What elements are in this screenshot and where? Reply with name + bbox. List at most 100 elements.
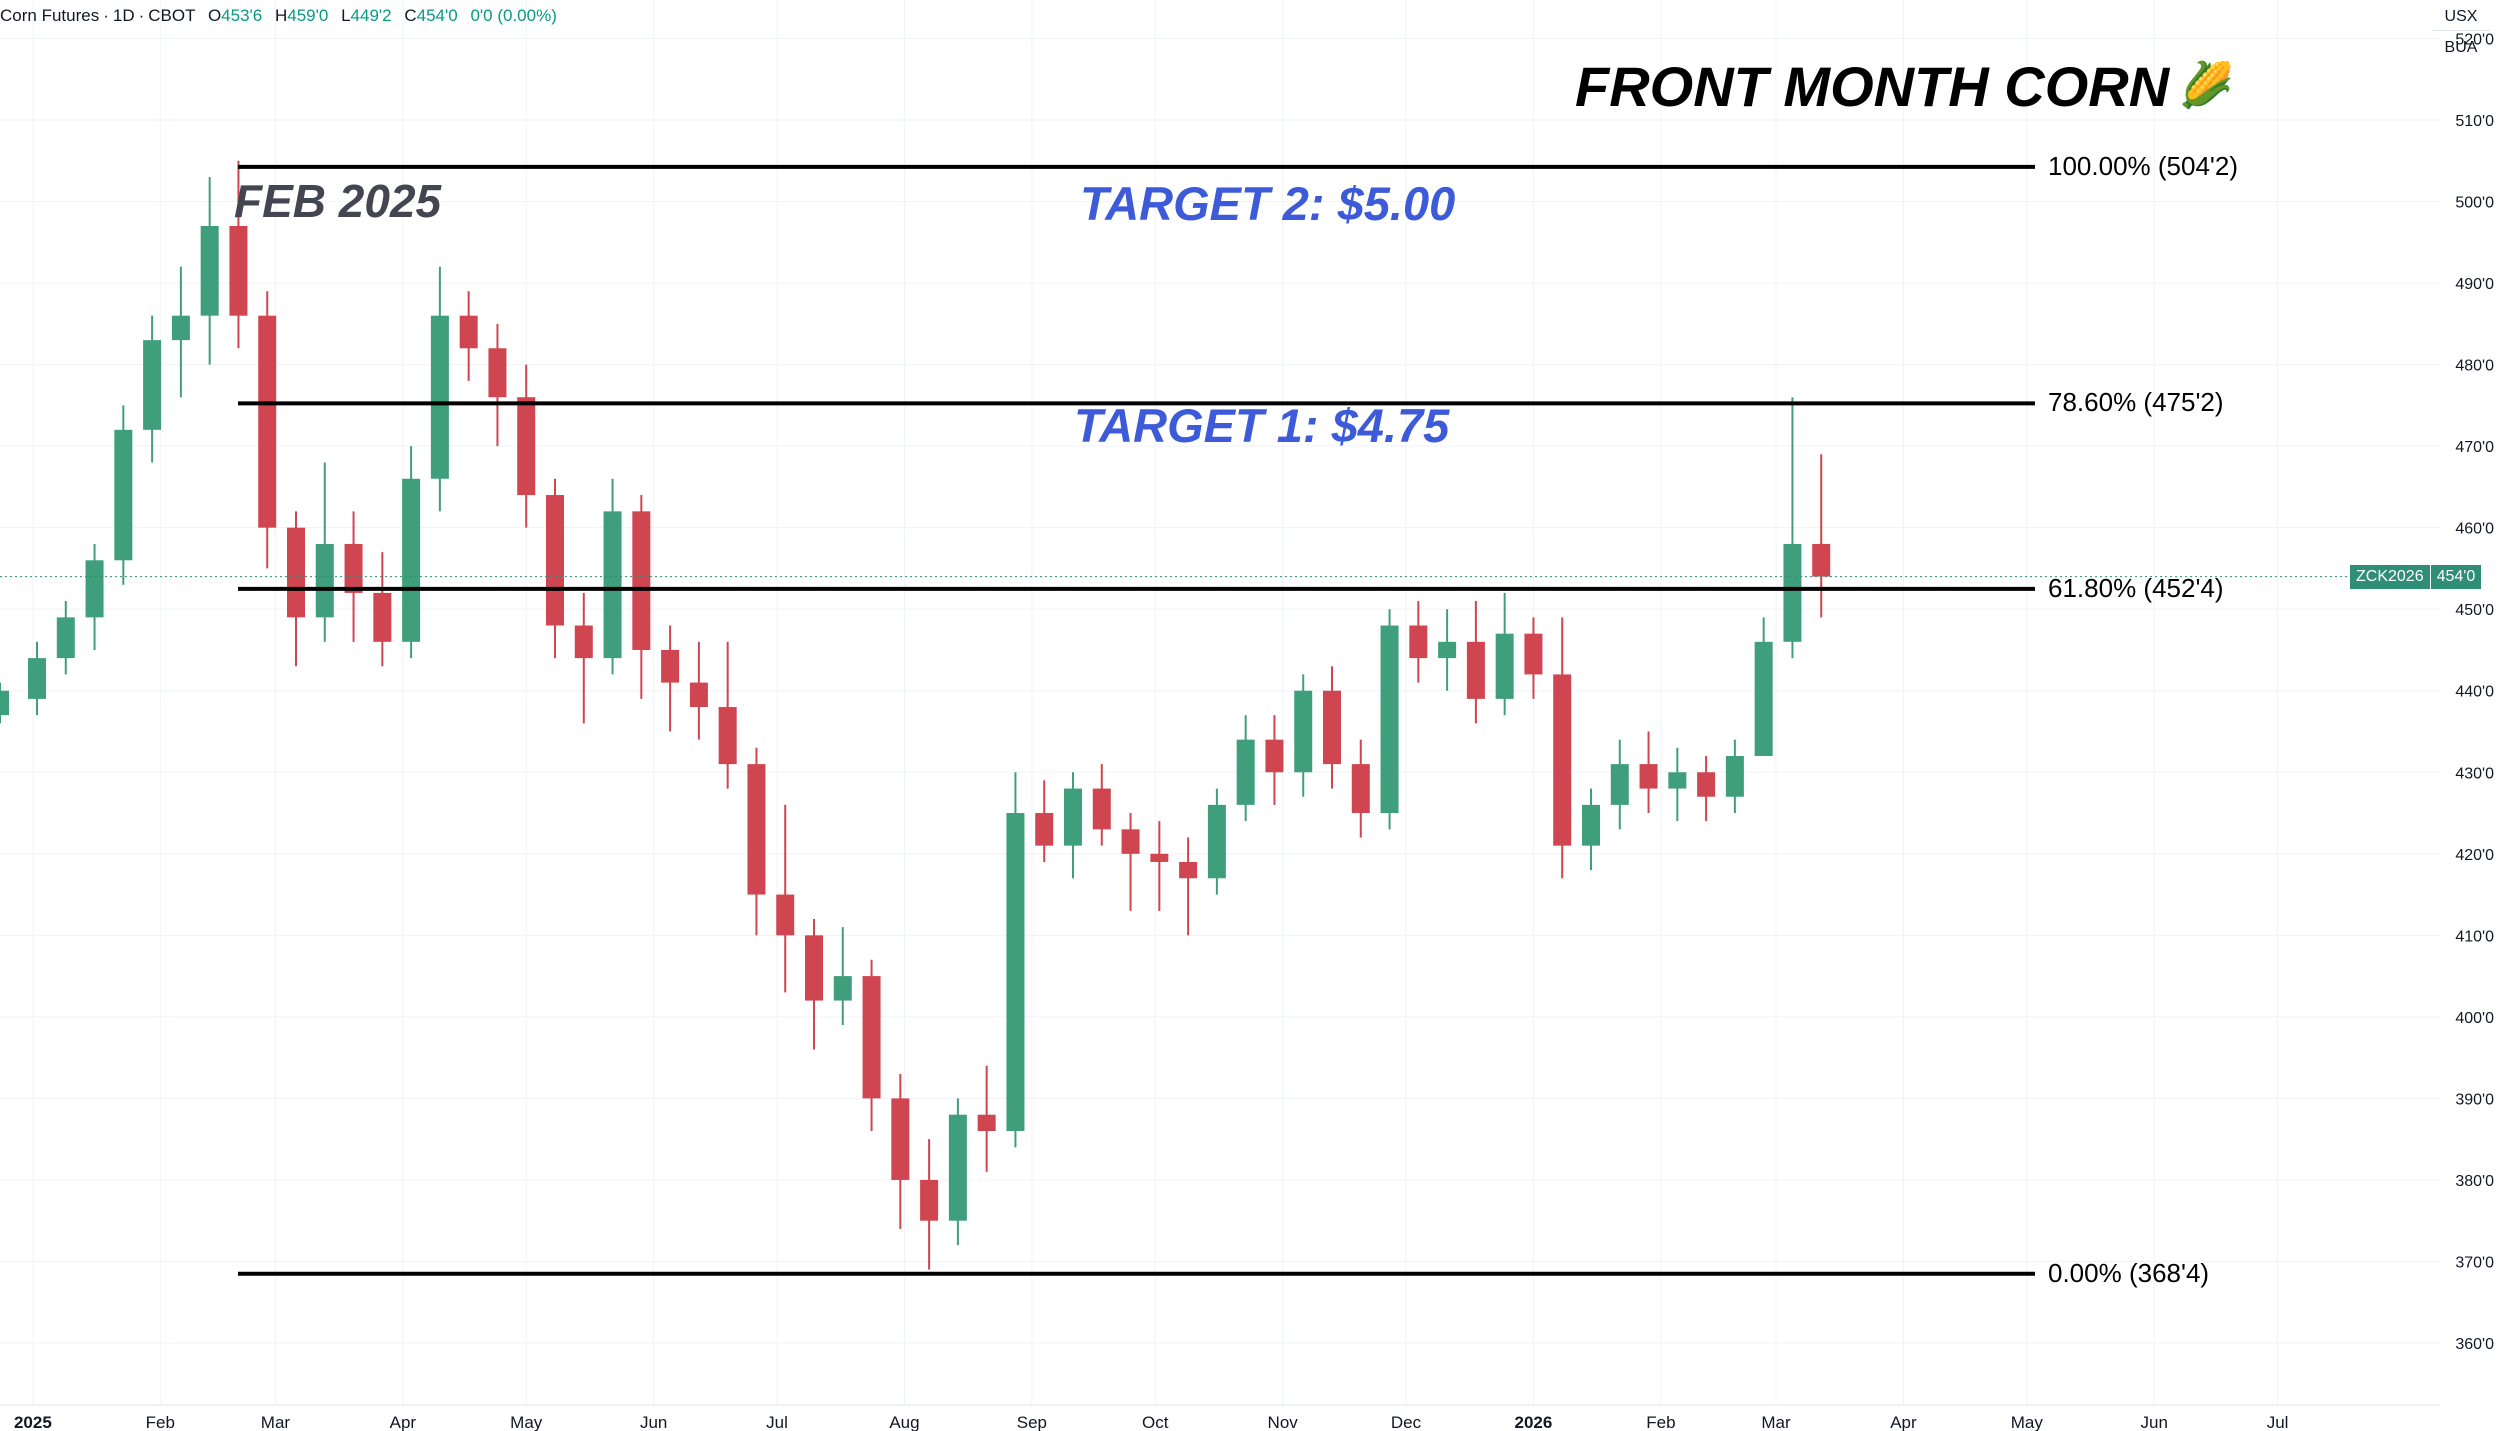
candle (1006, 772, 1025, 1148)
candle (85, 543, 104, 650)
y-tick-label: 360'0 (2455, 1336, 2494, 1353)
interval[interactable]: 1D (112, 6, 135, 25)
symbol-name[interactable]: Corn Futures (0, 6, 100, 25)
last-price-tag[interactable]: ZCK2026 454'0 (2350, 564, 2482, 589)
candle-body (862, 976, 881, 1099)
candle-body (1294, 690, 1313, 773)
candle-body (661, 649, 680, 683)
candle (258, 291, 277, 569)
candle-body (891, 1098, 910, 1180)
candle (114, 405, 133, 585)
candle (1438, 609, 1457, 691)
candle (430, 266, 449, 512)
candle (1351, 739, 1370, 838)
x-tick-label: Jun (2141, 1413, 2168, 1431)
y-tick-label: 400'0 (2455, 1010, 2494, 1027)
candle-body (833, 976, 852, 1001)
candle (1207, 788, 1226, 895)
candle (661, 625, 680, 732)
close-label: C (404, 6, 417, 25)
currency-unit[interactable]: USX (2444, 8, 2478, 25)
x-tick-label: Jul (766, 1413, 788, 1431)
candle (948, 1098, 967, 1246)
candle (862, 959, 881, 1132)
candle (1495, 592, 1514, 716)
open-label: O (207, 6, 222, 25)
candle (229, 160, 248, 349)
candle-body (1179, 861, 1198, 879)
candle-body (718, 707, 737, 765)
candle-body (574, 625, 593, 659)
y-tick-label: 500'0 (2455, 195, 2494, 212)
target-2-label: TARGET 2: $5.00 (1080, 177, 1456, 230)
time-axis[interactable]: 2025 Feb Mar Apr May Jun Jul Aug Sep Oct Nov Dec 202… (0, 1404, 2440, 1431)
candle (1610, 739, 1629, 830)
candle (1783, 397, 1802, 659)
candle-body (948, 1114, 967, 1221)
candle-body (1380, 625, 1399, 814)
feb-2025-label: FEB 2025 (234, 175, 442, 227)
currency-unit-secondary[interactable]: BUA (2432, 30, 2490, 61)
candle-body (1323, 690, 1341, 765)
candle (574, 592, 593, 724)
candle (546, 478, 564, 659)
candle (1754, 617, 1773, 756)
candle-body (1553, 674, 1572, 846)
corn-icon: 🌽 (2179, 61, 2234, 110)
candle-body (488, 348, 507, 398)
y-tick-label: 520'0 (2455, 31, 2494, 48)
candle-body (689, 682, 708, 708)
candle (1121, 813, 1140, 911)
candle-body (258, 315, 277, 528)
candle (1553, 617, 1572, 879)
candle (1668, 747, 1687, 822)
y-tick-label: 460'0 (2455, 521, 2494, 538)
x-tick-label: May (2011, 1413, 2044, 1431)
candle (143, 315, 162, 463)
candle-body (1754, 641, 1773, 756)
candle (1150, 821, 1169, 911)
candle (1380, 609, 1399, 830)
price-axis[interactable]: 360'0 370'0 380'0 390'0 400'0 410'0 420'0 430'0… (2455, 31, 2494, 1353)
candle-body (28, 658, 46, 699)
candle (171, 266, 190, 398)
candle (28, 641, 46, 716)
candle-body (1668, 772, 1687, 789)
x-tick-label: Feb (146, 1413, 175, 1431)
candle (977, 1065, 996, 1172)
x-tick-label: 2026 (1515, 1413, 1553, 1431)
last-price-symbol: ZCK2026 (2350, 564, 2430, 589)
candle (747, 747, 766, 936)
candle (1639, 731, 1658, 814)
candle-body (430, 315, 449, 479)
candle-body (0, 690, 9, 716)
candle-body (517, 397, 536, 496)
candle (315, 462, 334, 642)
candle-body (459, 315, 478, 349)
fib-label-78-6: 78.60% (475'2) (2048, 387, 2224, 418)
candle-body (1006, 813, 1025, 1132)
candle-body (1495, 633, 1514, 699)
candle (920, 1139, 939, 1270)
candle (891, 1073, 910, 1229)
y-tick-label: 470'0 (2455, 439, 2494, 456)
symbol-header: Corn Futures · 1D · CBOT O453'6 H459'0 L449'… (0, 6, 557, 25)
x-tick-label: Mar (261, 1413, 291, 1431)
candle (689, 641, 708, 740)
fib-label-100: 100.00% (504'2) (2048, 150, 2238, 181)
candle-body (1092, 788, 1111, 830)
candle (1294, 674, 1313, 797)
candle (56, 601, 75, 675)
candle-body (1035, 813, 1054, 846)
candle-body (1064, 788, 1082, 846)
last-price-value: 454'0 (2429, 564, 2482, 589)
candle (632, 495, 651, 699)
x-tick-label: Feb (1646, 1413, 1675, 1431)
target-1-label: TARGET 1: $4.75 (1074, 399, 1450, 452)
candle-body (1150, 853, 1169, 862)
candle-body (1725, 755, 1744, 797)
currency-box[interactable]: USX BUA (2432, 0, 2490, 61)
candle-body (287, 527, 305, 618)
candle (517, 364, 536, 528)
